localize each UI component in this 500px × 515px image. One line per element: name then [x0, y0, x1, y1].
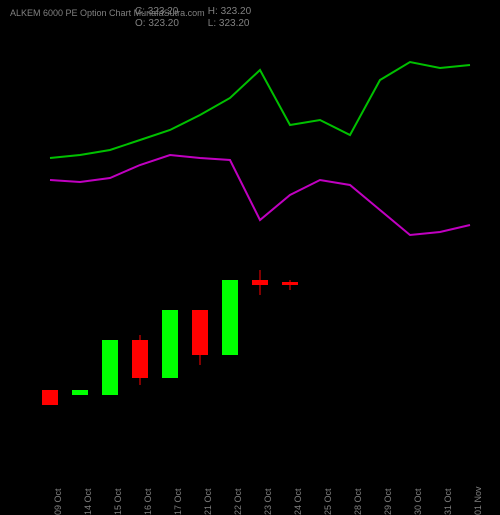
candle-body: [42, 390, 58, 405]
indicator-line-2: [50, 155, 470, 235]
x-axis-label: 14 Oct: [83, 488, 93, 515]
x-axis-label: 22 Oct: [233, 488, 243, 515]
x-axis-label: 25 Oct: [323, 488, 333, 515]
indicator-line-1: [50, 62, 470, 158]
candle-body: [132, 340, 148, 378]
x-axis-label: 24 Oct: [293, 488, 303, 515]
candle-body: [222, 280, 238, 355]
x-axis-label: 30 Oct: [413, 488, 423, 515]
candle-body: [102, 340, 118, 395]
chart-svg: [0, 0, 500, 440]
x-axis-label: 01 Nov: [473, 486, 483, 515]
x-axis-label: 28 Oct: [353, 488, 363, 515]
x-axis-label: 29 Oct: [383, 488, 393, 515]
candle-body: [282, 282, 298, 285]
x-axis-label: 16 Oct: [143, 488, 153, 515]
x-axis-label: 15 Oct: [113, 488, 123, 515]
candle-body: [72, 390, 88, 395]
x-axis-label: 31 Oct: [443, 488, 453, 515]
x-axis-label: 23 Oct: [263, 488, 273, 515]
candle-body: [162, 310, 178, 378]
candle-body: [252, 280, 268, 285]
x-axis-label: 21 Oct: [203, 488, 213, 515]
x-axis-label: 09 Oct: [53, 488, 63, 515]
x-axis-labels: 09 Oct14 Oct15 Oct16 Oct17 Oct21 Oct22 O…: [0, 445, 500, 495]
candle-body: [192, 310, 208, 355]
chart-container: ALKEM 6000 PE Option Chart MunafaSutra.c…: [0, 0, 500, 500]
x-axis-label: 17 Oct: [173, 488, 183, 515]
